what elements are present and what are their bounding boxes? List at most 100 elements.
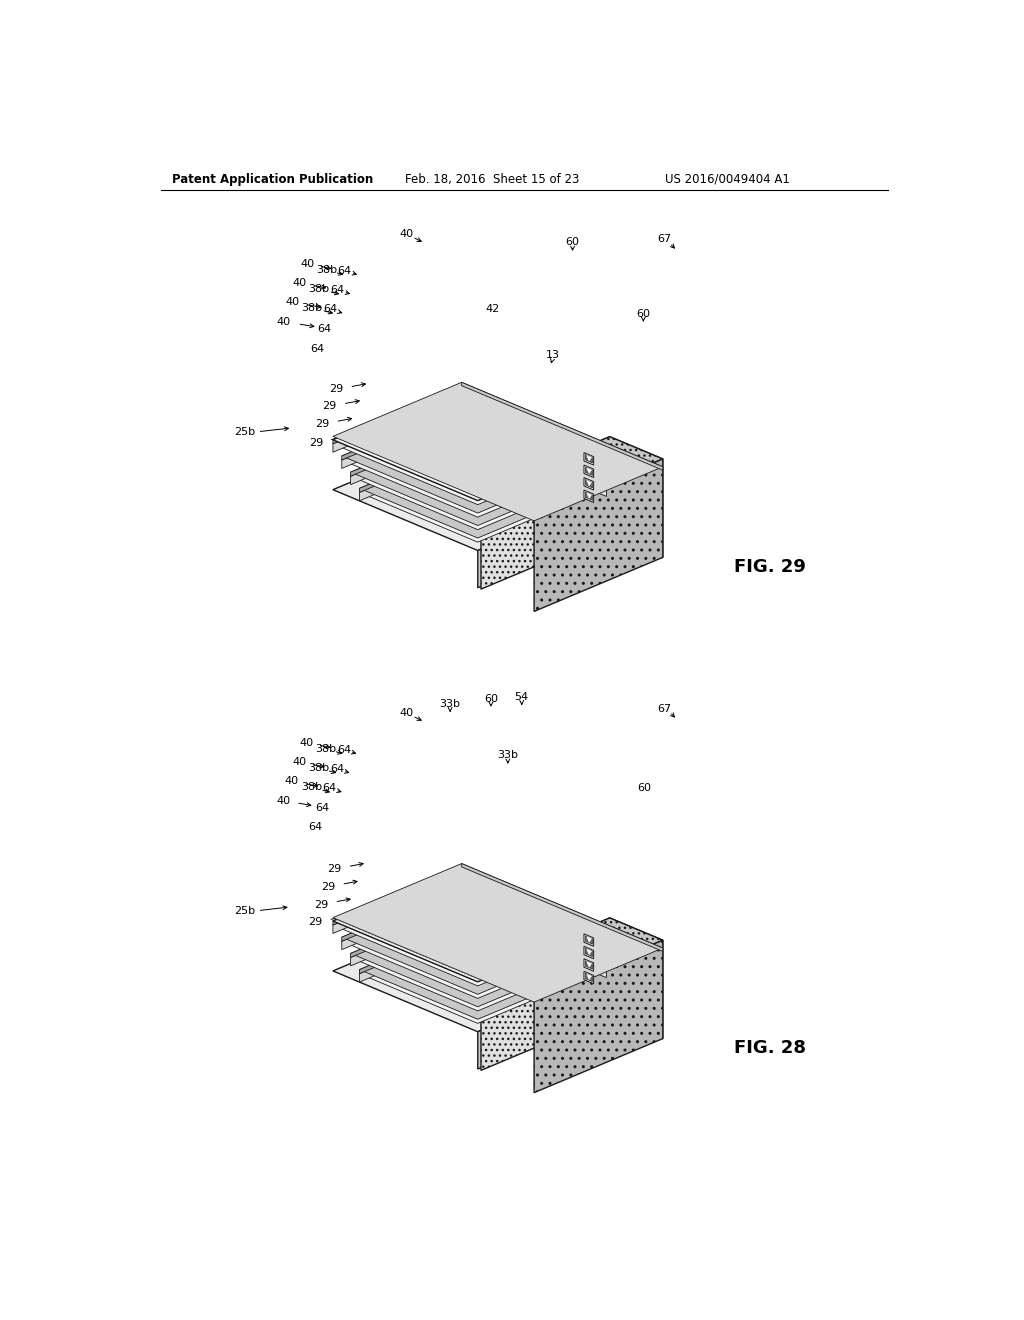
Polygon shape: [488, 438, 606, 496]
Polygon shape: [350, 899, 606, 1007]
Polygon shape: [584, 946, 594, 958]
Text: 60: 60: [637, 783, 651, 793]
Text: 40: 40: [286, 297, 299, 308]
Polygon shape: [462, 383, 663, 470]
Text: 40: 40: [293, 279, 307, 288]
Text: 60: 60: [484, 694, 498, 704]
Text: 54: 54: [515, 693, 528, 702]
Text: FIG. 29: FIG. 29: [734, 557, 806, 576]
Polygon shape: [359, 920, 488, 982]
Text: 64: 64: [324, 305, 338, 314]
Polygon shape: [333, 863, 663, 1002]
Text: 29: 29: [328, 865, 342, 874]
Text: 38b: 38b: [316, 265, 338, 275]
Text: 29: 29: [323, 401, 336, 412]
Text: 29: 29: [309, 437, 324, 447]
Polygon shape: [342, 883, 606, 994]
Polygon shape: [359, 916, 606, 1019]
Polygon shape: [481, 917, 663, 994]
Text: 64: 64: [308, 822, 323, 832]
Polygon shape: [462, 879, 470, 887]
Polygon shape: [359, 916, 488, 974]
Polygon shape: [342, 407, 606, 517]
Polygon shape: [479, 422, 606, 484]
Text: 29: 29: [314, 899, 329, 909]
Text: 38b: 38b: [301, 302, 323, 313]
Polygon shape: [470, 887, 606, 953]
Polygon shape: [350, 903, 606, 1011]
Polygon shape: [470, 883, 606, 944]
Polygon shape: [359, 434, 488, 492]
Polygon shape: [584, 478, 594, 490]
Polygon shape: [462, 917, 606, 979]
Polygon shape: [584, 490, 594, 503]
Polygon shape: [342, 887, 470, 949]
Polygon shape: [479, 903, 606, 965]
Text: 62: 62: [462, 469, 476, 479]
Polygon shape: [462, 389, 606, 459]
Polygon shape: [462, 436, 606, 533]
Text: 67: 67: [479, 477, 494, 486]
Polygon shape: [478, 496, 606, 587]
Polygon shape: [488, 920, 606, 978]
Polygon shape: [359, 920, 606, 1023]
Text: 60: 60: [636, 309, 650, 319]
Text: 26: 26: [527, 462, 541, 471]
Polygon shape: [479, 899, 606, 957]
Text: 25b: 25b: [233, 906, 255, 916]
Text: 29: 29: [322, 882, 336, 892]
Polygon shape: [587, 949, 592, 954]
Text: 29: 29: [315, 418, 330, 429]
Text: 13: 13: [546, 350, 559, 360]
Text: 64: 64: [338, 265, 351, 276]
Text: 26: 26: [527, 935, 541, 945]
Polygon shape: [587, 467, 592, 474]
Polygon shape: [584, 958, 594, 972]
Polygon shape: [333, 917, 606, 1032]
Polygon shape: [586, 454, 593, 463]
Text: 64: 64: [310, 343, 325, 354]
Polygon shape: [479, 418, 606, 475]
Polygon shape: [470, 414, 479, 422]
Polygon shape: [342, 887, 606, 998]
Polygon shape: [587, 974, 592, 979]
Polygon shape: [587, 961, 592, 968]
Polygon shape: [350, 418, 479, 477]
Polygon shape: [586, 961, 593, 969]
Polygon shape: [584, 933, 594, 946]
Text: 64: 64: [330, 285, 344, 296]
Text: 33b: 33b: [439, 698, 461, 709]
Polygon shape: [535, 459, 663, 611]
Polygon shape: [350, 899, 479, 957]
Polygon shape: [350, 422, 479, 484]
Polygon shape: [333, 389, 462, 453]
Polygon shape: [333, 389, 606, 504]
Text: 67: 67: [657, 704, 672, 714]
Polygon shape: [342, 401, 470, 461]
Polygon shape: [333, 867, 462, 925]
Polygon shape: [333, 383, 663, 521]
Text: 40: 40: [301, 259, 314, 269]
Polygon shape: [342, 401, 606, 513]
Polygon shape: [586, 936, 593, 944]
Polygon shape: [359, 438, 488, 500]
Text: 25b: 25b: [233, 426, 255, 437]
Polygon shape: [359, 438, 606, 543]
Text: US 2016/0049404 A1: US 2016/0049404 A1: [665, 173, 790, 186]
Text: FIG. 28: FIG. 28: [733, 1039, 806, 1057]
Polygon shape: [333, 385, 606, 500]
Polygon shape: [479, 912, 488, 920]
Polygon shape: [481, 437, 609, 589]
Polygon shape: [587, 492, 592, 499]
Polygon shape: [333, 385, 606, 500]
Polygon shape: [609, 437, 663, 557]
Text: Feb. 18, 2016  Sheet 15 of 23: Feb. 18, 2016 Sheet 15 of 23: [406, 173, 580, 186]
Text: 40: 40: [276, 317, 291, 326]
Text: 38b: 38b: [308, 284, 330, 294]
Polygon shape: [586, 492, 593, 500]
Text: 67: 67: [470, 949, 484, 958]
Text: 42: 42: [402, 455, 417, 465]
Polygon shape: [481, 917, 609, 1071]
Text: 40: 40: [276, 796, 291, 805]
Polygon shape: [333, 385, 462, 444]
